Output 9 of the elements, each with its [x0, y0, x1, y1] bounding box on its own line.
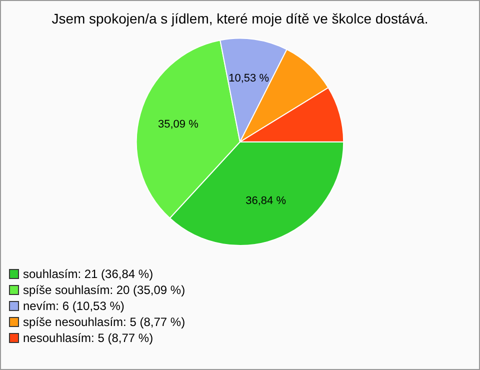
legend-label: spíše nesouhlasím: 5 (8,77 %) [23, 315, 186, 329]
legend-label: nesouhlasím: 5 (8,77 %) [23, 331, 154, 345]
legend-label: spíše souhlasím: 20 (35,09 %) [23, 283, 186, 297]
data-label: 10,53 % [228, 72, 270, 84]
data-label: 35,09 % [158, 118, 199, 130]
legend-label: nevím: 6 (10,53 %) [23, 299, 124, 313]
legend-label: souhlasím: 21 (36,84 %) [23, 267, 154, 281]
data-label: 36,84 % [246, 194, 286, 207]
chart-title: Jsem spokojen/a s jídlem, které moje dítě ve školce dostává. [52, 10, 428, 26]
